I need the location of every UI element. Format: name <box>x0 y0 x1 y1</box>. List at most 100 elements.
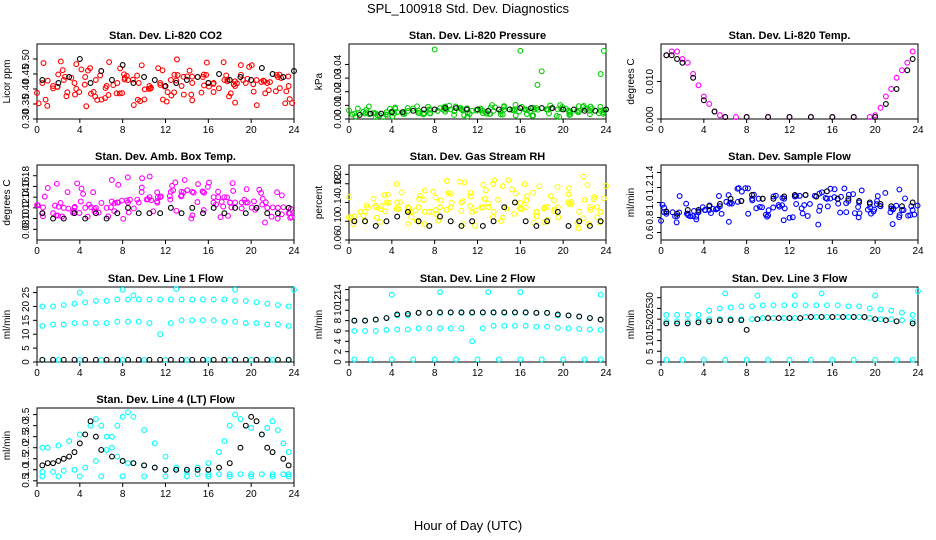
data-point <box>363 106 370 113</box>
data-point <box>663 52 670 59</box>
data-point <box>80 190 87 197</box>
data-point <box>157 210 164 217</box>
panel-title: Stan. Dev. Amb. Box Temp. <box>95 151 236 163</box>
data-point <box>791 192 798 198</box>
data-point <box>92 77 99 83</box>
data-point <box>443 206 450 213</box>
data-point <box>722 114 729 120</box>
data-point <box>818 314 825 320</box>
data-point <box>467 202 474 209</box>
data-point <box>164 89 171 96</box>
data-point <box>516 108 523 115</box>
data-point <box>178 317 185 324</box>
data-point <box>431 356 438 363</box>
data-point <box>586 315 593 321</box>
data-point <box>693 216 700 223</box>
data-point <box>410 107 417 114</box>
y-tick-label: 0.5 <box>21 473 32 487</box>
data-point <box>203 59 210 66</box>
data-point <box>109 453 115 460</box>
data-point <box>786 315 793 322</box>
data-point <box>781 315 788 322</box>
data-point <box>269 449 276 456</box>
data-point <box>426 325 433 332</box>
data-point <box>388 291 395 298</box>
data-point <box>248 471 255 478</box>
data-point <box>157 356 164 363</box>
x-tick-label: 4 <box>77 246 83 257</box>
data-point <box>663 356 670 363</box>
x-tick-label: 12 <box>160 246 172 257</box>
data-point <box>850 356 857 363</box>
x-tick-label: 12 <box>784 368 796 379</box>
data-point <box>109 433 115 440</box>
data-point <box>221 296 228 303</box>
data-point <box>850 114 857 120</box>
data-point <box>116 90 123 97</box>
x-tick-label: 16 <box>203 489 215 500</box>
data-point <box>815 221 822 228</box>
data-point <box>770 195 777 202</box>
data-point <box>781 205 788 212</box>
x-tick-label: 16 <box>515 368 527 379</box>
data-point <box>723 198 730 205</box>
data-point <box>576 208 583 215</box>
data-point <box>427 106 434 113</box>
series-black <box>39 356 292 363</box>
data-point <box>248 62 255 69</box>
data-point <box>553 112 560 119</box>
data-point <box>674 56 681 62</box>
data-point <box>479 222 486 229</box>
y-tick-label: 0.04 <box>333 54 344 74</box>
data-point <box>722 290 729 297</box>
data-point <box>477 107 484 114</box>
data-point <box>786 114 793 120</box>
data-point <box>397 199 403 206</box>
data-point <box>501 103 508 110</box>
data-point <box>506 106 513 113</box>
y-tick-label: 0.30 <box>21 109 32 129</box>
x-tick-label: 12 <box>472 246 484 257</box>
data-point <box>749 316 755 323</box>
data-point <box>59 67 66 74</box>
y-tick-label: 0 <box>21 359 32 365</box>
panel-title: Stan. Dev. Line 3 Flow <box>732 273 848 285</box>
data-point <box>517 289 524 296</box>
data-point <box>291 286 297 293</box>
series-cyan <box>663 302 916 318</box>
y-axis-label: percent <box>314 186 325 220</box>
data-point <box>167 196 174 203</box>
data-point <box>55 457 62 464</box>
data-point <box>259 195 266 202</box>
data-point <box>215 194 222 201</box>
data-point <box>521 181 528 188</box>
data-point <box>706 203 713 210</box>
y-tick-label: 12 <box>333 294 344 306</box>
data-point <box>408 213 415 220</box>
data-point <box>866 114 873 120</box>
x-tick-label: 8 <box>744 368 750 379</box>
data-point <box>683 200 690 207</box>
data-point <box>872 292 879 299</box>
data-point <box>82 320 89 327</box>
data-point <box>183 357 190 363</box>
data-point <box>791 302 798 309</box>
data-point <box>173 286 180 292</box>
data-point <box>242 320 249 327</box>
data-point <box>522 218 529 225</box>
data-point <box>791 292 798 299</box>
data-point <box>87 65 94 72</box>
x-tick-label: 16 <box>515 246 527 257</box>
data-point <box>125 204 131 211</box>
data-point <box>141 357 148 363</box>
y-tick-label: 0.06 <box>333 230 344 250</box>
data-point <box>50 303 57 310</box>
y-tick-label: 0.14 <box>21 187 32 207</box>
data-point <box>727 317 734 324</box>
data-point <box>103 320 110 327</box>
data-point <box>566 185 572 192</box>
data-point <box>557 102 564 108</box>
data-point <box>162 473 169 480</box>
